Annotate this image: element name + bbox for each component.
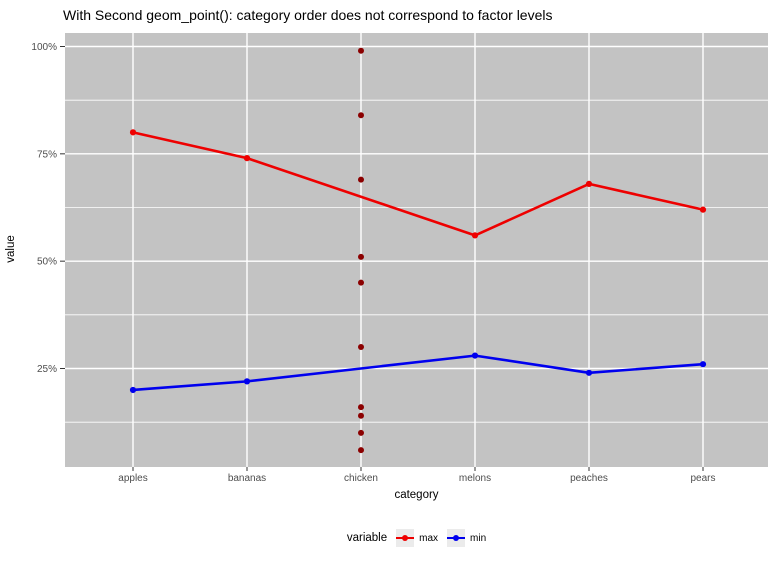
- x-axis-title: category: [394, 489, 439, 501]
- chicken-point: [358, 279, 364, 286]
- second-geom-points: [358, 47, 364, 454]
- legend-item-min: min: [447, 529, 486, 547]
- chicken-point: [358, 429, 364, 436]
- min-point: [585, 369, 593, 376]
- category-gridlines: [132, 33, 704, 467]
- x-tick-label: bananas: [228, 473, 266, 484]
- max-point: [471, 232, 479, 239]
- y-tick-label: 50%: [37, 257, 57, 268]
- plot-title: With Second geom_point(): category order…: [63, 7, 553, 23]
- y-tick-labels: 100% 75% 50% 25%: [31, 42, 57, 375]
- min-point: [243, 378, 251, 385]
- y-tick-label: 100%: [31, 42, 57, 53]
- max-points: [129, 129, 707, 239]
- x-tick-labels: apples bananas chicken melons peaches pears: [118, 473, 715, 484]
- min-point: [699, 361, 707, 368]
- legend-key-min-icon: [447, 529, 466, 547]
- y-tick-label: 75%: [37, 149, 57, 160]
- legend-label-max: max: [419, 532, 439, 544]
- legend-item-max: max: [396, 529, 438, 547]
- chicken-point: [358, 112, 364, 119]
- legend-label-min: min: [470, 532, 487, 544]
- max-point: [585, 180, 593, 187]
- min-point: [471, 352, 479, 359]
- x-tick-label: chicken: [344, 473, 378, 484]
- chicken-point: [358, 253, 364, 260]
- legend-title: variable: [346, 532, 388, 544]
- min-point-swatch: [453, 535, 460, 541]
- max-point-swatch: [402, 535, 409, 541]
- x-tick-label: apples: [118, 473, 147, 484]
- x-tick-label: peaches: [570, 473, 608, 484]
- y-axis-title: value: [5, 235, 17, 263]
- y-tick-label: 25%: [37, 364, 57, 375]
- chicken-point: [358, 176, 364, 183]
- x-tick-label: pears: [690, 473, 715, 484]
- chicken-point: [358, 412, 364, 419]
- minor-gridlines: [65, 99, 768, 423]
- min-point: [129, 386, 137, 394]
- chicken-point: [358, 404, 364, 411]
- chicken-point: [358, 344, 364, 351]
- max-point: [699, 206, 707, 213]
- axis-tick-marks: [60, 46, 704, 471]
- x-tick-label: melons: [459, 473, 491, 484]
- chicken-point: [358, 447, 364, 454]
- min-points: [129, 352, 707, 394]
- chicken-point: [358, 47, 364, 54]
- legend: variable max min: [65, 522, 768, 554]
- max-point: [243, 155, 251, 162]
- panel-background: [65, 33, 768, 467]
- max-point: [129, 129, 137, 136]
- legend-key-max-icon: [396, 529, 415, 547]
